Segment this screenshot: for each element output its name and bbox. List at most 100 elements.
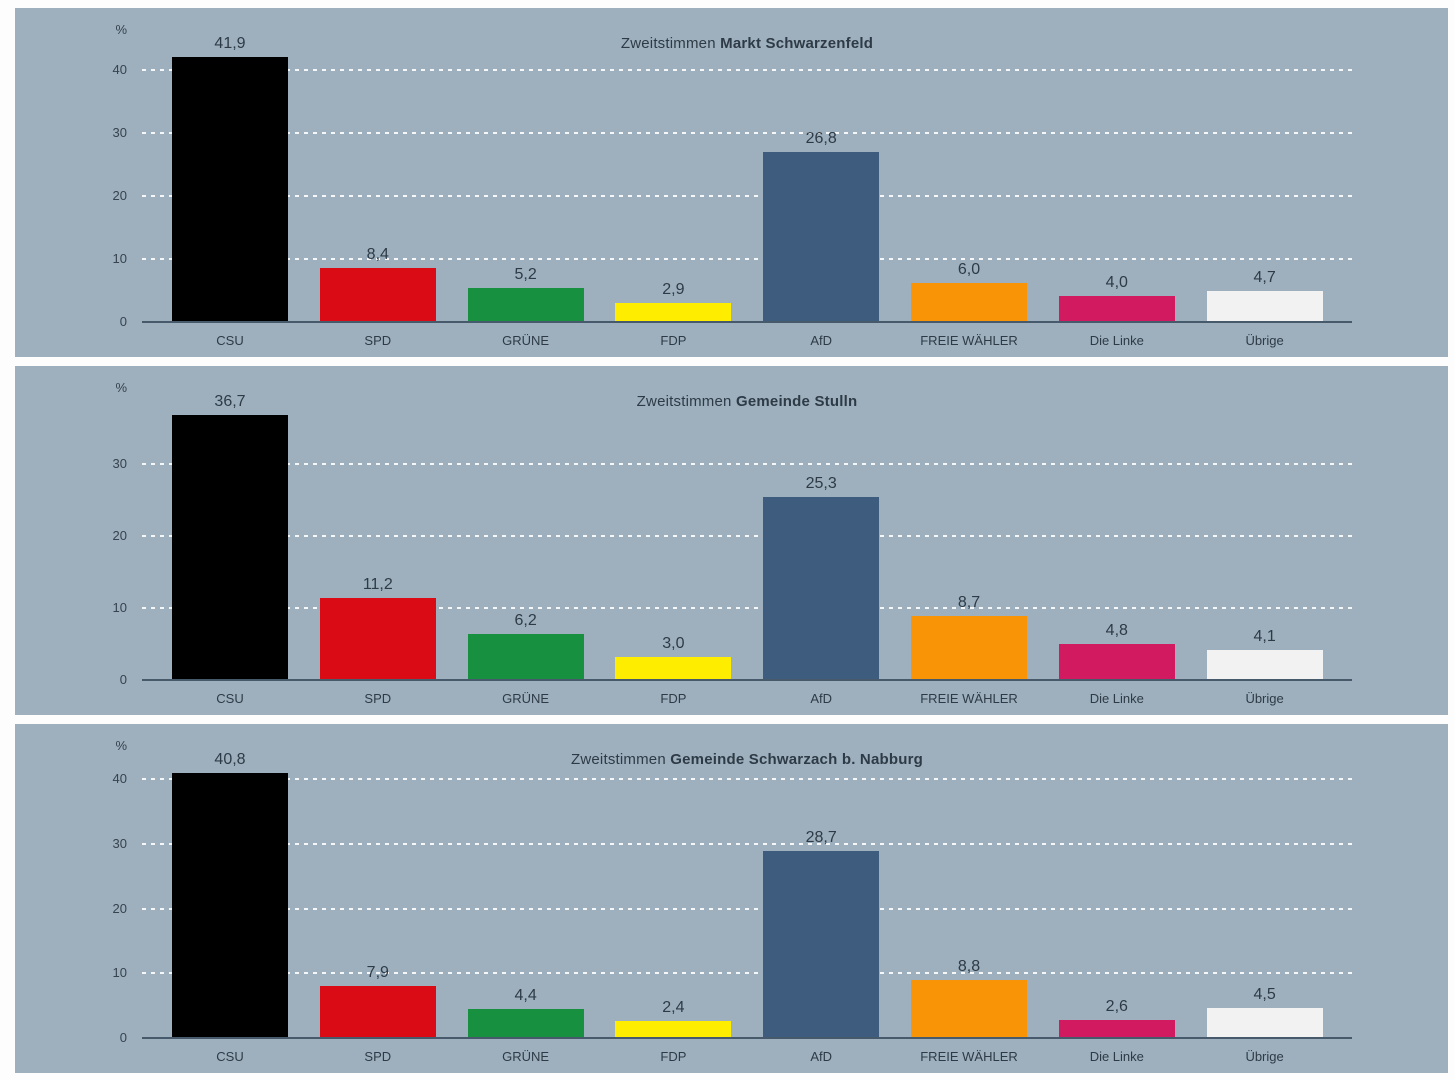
- bar-spd: [319, 268, 436, 321]
- gridline-20: [142, 195, 1352, 197]
- gridline-20: [142, 535, 1352, 538]
- chart-title-municipality: Markt Schwarzenfeld: [720, 35, 874, 52]
- x-axis-label-übrige: Übrige: [1245, 691, 1284, 706]
- bar-afd: [763, 497, 880, 679]
- gridline-10: [142, 972, 1352, 975]
- x-axis-label-freie-wähler: FREIE WÄHLER: [920, 333, 1018, 348]
- chart-title-municipality: Gemeinde Schwarzach b. Nabburg: [670, 751, 923, 768]
- y-axis-unit-label: %: [115, 380, 127, 395]
- bar-value-label: 41,9: [214, 35, 246, 52]
- bar-übrige: [1206, 291, 1323, 321]
- x-axis-label-die-linke: Die Linke: [1089, 691, 1144, 706]
- bar-value-label: 6,0: [957, 261, 981, 279]
- y-axis-unit-label: %: [115, 738, 127, 753]
- bar-csu: [172, 415, 288, 679]
- x-axis-label-fdp: FDP: [660, 1049, 687, 1064]
- bar-afd: [763, 152, 880, 321]
- gridline-10: [142, 258, 1352, 260]
- chart-title: Zweitstimmen Markt Schwarzenfeld: [142, 35, 1352, 52]
- bar-afd: [763, 851, 880, 1037]
- x-axis-label-grüne: GRÜNE: [502, 1049, 550, 1064]
- bar-fdp: [615, 657, 732, 679]
- y-axis-unit-label: %: [115, 22, 127, 37]
- bar-grüne: [467, 1008, 584, 1037]
- chart-title-prefix: Zweitstimmen: [570, 751, 671, 768]
- chart-title-prefix: Zweitstimmen: [636, 393, 736, 410]
- plot-area: 41,9 8,4 5,2 2,9 26,8 6,0 4,0 4,7: [142, 8, 1352, 323]
- bar-freie-wähler: [911, 980, 1027, 1037]
- bar-spd: [319, 985, 436, 1037]
- x-axis-label-übrige: Übrige: [1245, 333, 1284, 348]
- y-tick-label-0: 0: [119, 672, 127, 687]
- y-tick-label-40: 40: [112, 771, 127, 787]
- chart-title: Zweitstimmen Gemeinde Schwarzach b. Nabb…: [142, 751, 1352, 768]
- bar-fdp: [615, 302, 732, 321]
- bar-die-linke: [1058, 644, 1175, 679]
- y-tick-label-0: 0: [119, 1030, 127, 1045]
- bar-value-label: 4,7: [1253, 269, 1276, 287]
- x-axis-label-spd: SPD: [364, 333, 392, 348]
- x-axis-line: [142, 1037, 1352, 1039]
- bar-value-label: 4,4: [514, 986, 537, 1004]
- bar-value-label: 8,8: [957, 958, 981, 976]
- plot-area: 40,8 7,9 4,4 2,4 28,7 8,8 2,6 4,5: [142, 724, 1352, 1039]
- x-axis-label-grüne: GRÜNE: [502, 691, 550, 706]
- x-axis-label-csu: CSU: [216, 1049, 244, 1064]
- bar-spd: [319, 598, 436, 679]
- bar-value-label: 8,7: [957, 594, 981, 612]
- gridline-40: [142, 778, 1352, 781]
- x-axis-label-csu: CSU: [216, 333, 244, 348]
- bar-value-label: 4,1: [1253, 627, 1276, 645]
- bar-value-label: 26,8: [805, 130, 837, 148]
- bar-value-label: 2,4: [662, 999, 685, 1017]
- bar-value-label: 40,8: [214, 751, 246, 768]
- bar-csu: [172, 773, 288, 1037]
- gridline-30: [142, 842, 1352, 845]
- chart-title: Zweitstimmen Gemeinde Stulln: [142, 393, 1352, 410]
- x-axis-label-grüne: GRÜNE: [502, 333, 550, 348]
- bar-csu: [172, 57, 288, 321]
- chart-panel-gemeinde-stulln: Zweitstimmen Gemeinde Stulln % 0 10 20 30 3…: [15, 366, 1448, 715]
- x-axis-label-die-linke: Die Linke: [1089, 333, 1144, 348]
- bar-grüne: [467, 634, 584, 679]
- y-tick-label-40: 40: [112, 61, 127, 77]
- gridline-20: [142, 907, 1352, 910]
- y-tick-label-0: 0: [119, 314, 127, 329]
- bar-value-label: 28,7: [805, 829, 837, 847]
- bar-übrige: [1206, 649, 1323, 679]
- y-tick-label-10: 10: [112, 600, 127, 616]
- y-tick-label-30: 30: [112, 835, 127, 851]
- bar-value-label: 2,9: [662, 280, 685, 298]
- chart-title-municipality: Gemeinde Stulln: [735, 393, 858, 410]
- bar-value-label: 2,6: [1105, 998, 1128, 1016]
- bar-value-label: 4,8: [1105, 622, 1128, 640]
- x-axis-label-spd: SPD: [364, 1049, 392, 1064]
- bar-value-label: 25,3: [805, 475, 837, 493]
- bar-value-label: 7,9: [366, 963, 389, 981]
- x-axis-label-csu: CSU: [216, 691, 244, 706]
- x-axis-label-afd: AfD: [810, 333, 833, 348]
- bar-value-label: 4,5: [1253, 985, 1276, 1003]
- x-axis-label-übrige: Übrige: [1245, 1049, 1284, 1064]
- y-tick-label-10: 10: [112, 965, 127, 981]
- x-axis-label-die-linke: Die Linke: [1089, 1049, 1144, 1064]
- bar-die-linke: [1058, 1020, 1175, 1037]
- gridline-30: [142, 463, 1352, 466]
- bar-value-label: 5,2: [514, 266, 537, 284]
- x-axis-line: [142, 679, 1352, 681]
- bar-value-label: 11,2: [362, 576, 393, 594]
- bar-fdp: [615, 1021, 732, 1037]
- gridline-10: [142, 607, 1352, 610]
- bar-übrige: [1206, 1007, 1323, 1037]
- y-tick-label-30: 30: [112, 124, 127, 140]
- x-axis-label-fdp: FDP: [660, 691, 687, 706]
- bar-freie-wähler: [911, 283, 1027, 321]
- bar-value-label: 3,0: [662, 635, 685, 653]
- gridline-40: [142, 68, 1352, 71]
- gridline-30: [142, 131, 1352, 134]
- bar-freie-wähler: [911, 616, 1027, 679]
- x-axis-label-afd: AfD: [810, 691, 833, 706]
- x-axis-line: [142, 321, 1352, 323]
- y-tick-label-20: 20: [112, 187, 127, 203]
